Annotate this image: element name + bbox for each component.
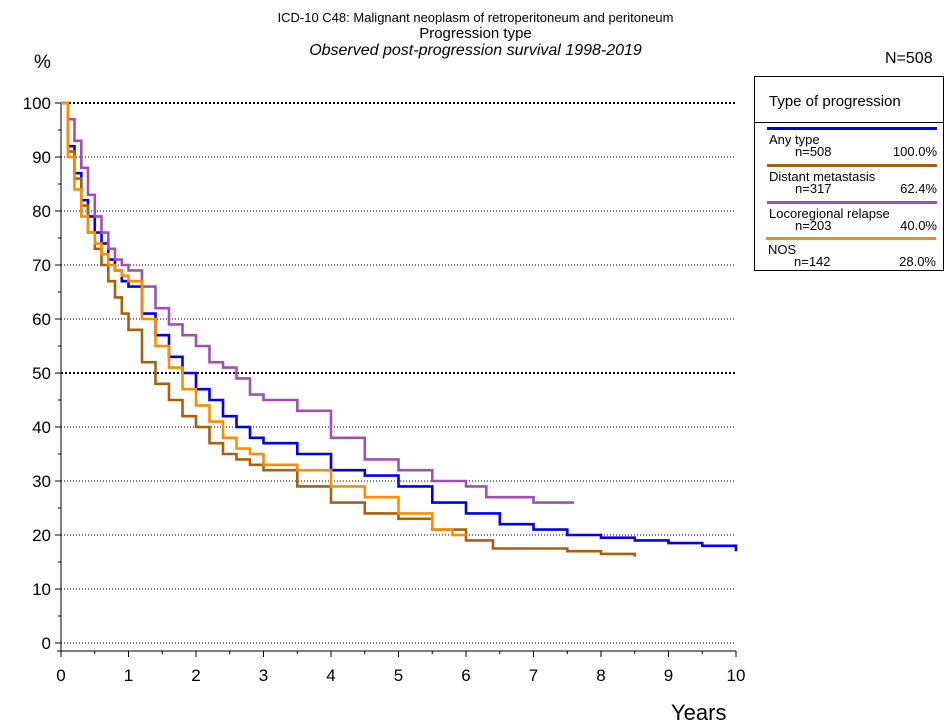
legend-divider bbox=[755, 122, 943, 123]
axes bbox=[57, 103, 736, 652]
legend-swatch bbox=[767, 127, 937, 130]
legend-swatch bbox=[767, 201, 937, 204]
total-n-label: N=508 bbox=[885, 50, 933, 67]
x-tick-label: 4 bbox=[326, 666, 335, 685]
x-axis-label: Years bbox=[671, 700, 727, 725]
x-tick-label: 8 bbox=[596, 666, 605, 685]
legend-item-name: Any type bbox=[769, 132, 820, 147]
legend-item-n: n=317 bbox=[795, 181, 832, 196]
x-tick-label: 2 bbox=[191, 666, 200, 685]
x-tick-label: 0 bbox=[56, 666, 65, 685]
y-tick-label: 100 bbox=[23, 94, 51, 113]
chart-subtitle: Observed post-progression survival 1998-… bbox=[309, 42, 642, 59]
ticks: 0 10 20 30 40 50 60 70 80 90 100 0 1 2 3 4 5 6 7 8 9 10 bbox=[23, 94, 746, 685]
legend-item-name: Distant metastasis bbox=[769, 169, 876, 184]
curve-any-type bbox=[61, 101, 738, 552]
x-tick-label: 5 bbox=[394, 666, 403, 685]
y-tick-label: 20 bbox=[32, 526, 51, 545]
legend-item-pct: 100.0% bbox=[892, 144, 937, 159]
y-tick-label: 30 bbox=[32, 472, 51, 491]
legend-item-pct: 40.0% bbox=[900, 218, 937, 233]
y-axis-label: % bbox=[34, 52, 51, 73]
y-tick-label: 60 bbox=[32, 310, 51, 329]
y-tick-label: 0 bbox=[42, 634, 51, 653]
legend-item-name: Locoregional relapse bbox=[769, 206, 890, 221]
legend-swatch bbox=[766, 237, 936, 240]
legend-item-name: NOS bbox=[768, 242, 797, 257]
y-tick-label: 10 bbox=[32, 580, 51, 599]
legend-item-nos: NOS n=142 28.0% bbox=[754, 231, 942, 271]
x-tick-label: 9 bbox=[664, 666, 673, 685]
y-tick-label: 80 bbox=[32, 202, 51, 221]
y-tick-label: 50 bbox=[32, 364, 51, 383]
y-tick-label: 40 bbox=[32, 418, 51, 437]
gridlines bbox=[61, 102, 736, 644]
legend-item-pct: 28.0% bbox=[899, 254, 936, 269]
legend-item-pct: 62.4% bbox=[900, 181, 937, 196]
y-tick-label: 70 bbox=[32, 256, 51, 275]
x-tick-label: 1 bbox=[124, 666, 133, 685]
legend-item-distant-metastasis: Distant metastasis n=317 62.4% bbox=[755, 158, 943, 203]
chart-title-line1: ICD-10 C48: Malignant neoplasm of retrop… bbox=[277, 10, 674, 25]
legend-item-n: n=203 bbox=[795, 218, 832, 233]
legend-item-locoregional-relapse: Locoregional relapse n=203 40.0% bbox=[755, 195, 943, 240]
x-tick-label: 6 bbox=[461, 666, 470, 685]
legend-title: Type of progression bbox=[769, 93, 901, 110]
x-tick-label: 7 bbox=[529, 666, 538, 685]
curve-locoregional-relapse bbox=[61, 101, 574, 504]
legend-item-any-type: Any type n=508 100.0% bbox=[755, 121, 943, 166]
x-tick-label: 10 bbox=[727, 666, 746, 685]
curve-nos bbox=[61, 101, 466, 537]
curve-distant-metastasis bbox=[61, 101, 637, 557]
survival-curves bbox=[61, 101, 738, 557]
legend-swatch bbox=[767, 164, 937, 167]
y-tick-label: 90 bbox=[32, 148, 51, 167]
legend-item-n: n=508 bbox=[795, 144, 832, 159]
chart-title-line2: Progression type bbox=[419, 25, 532, 42]
legend-item-n: n=142 bbox=[794, 254, 831, 269]
x-tick-label: 3 bbox=[259, 666, 268, 685]
